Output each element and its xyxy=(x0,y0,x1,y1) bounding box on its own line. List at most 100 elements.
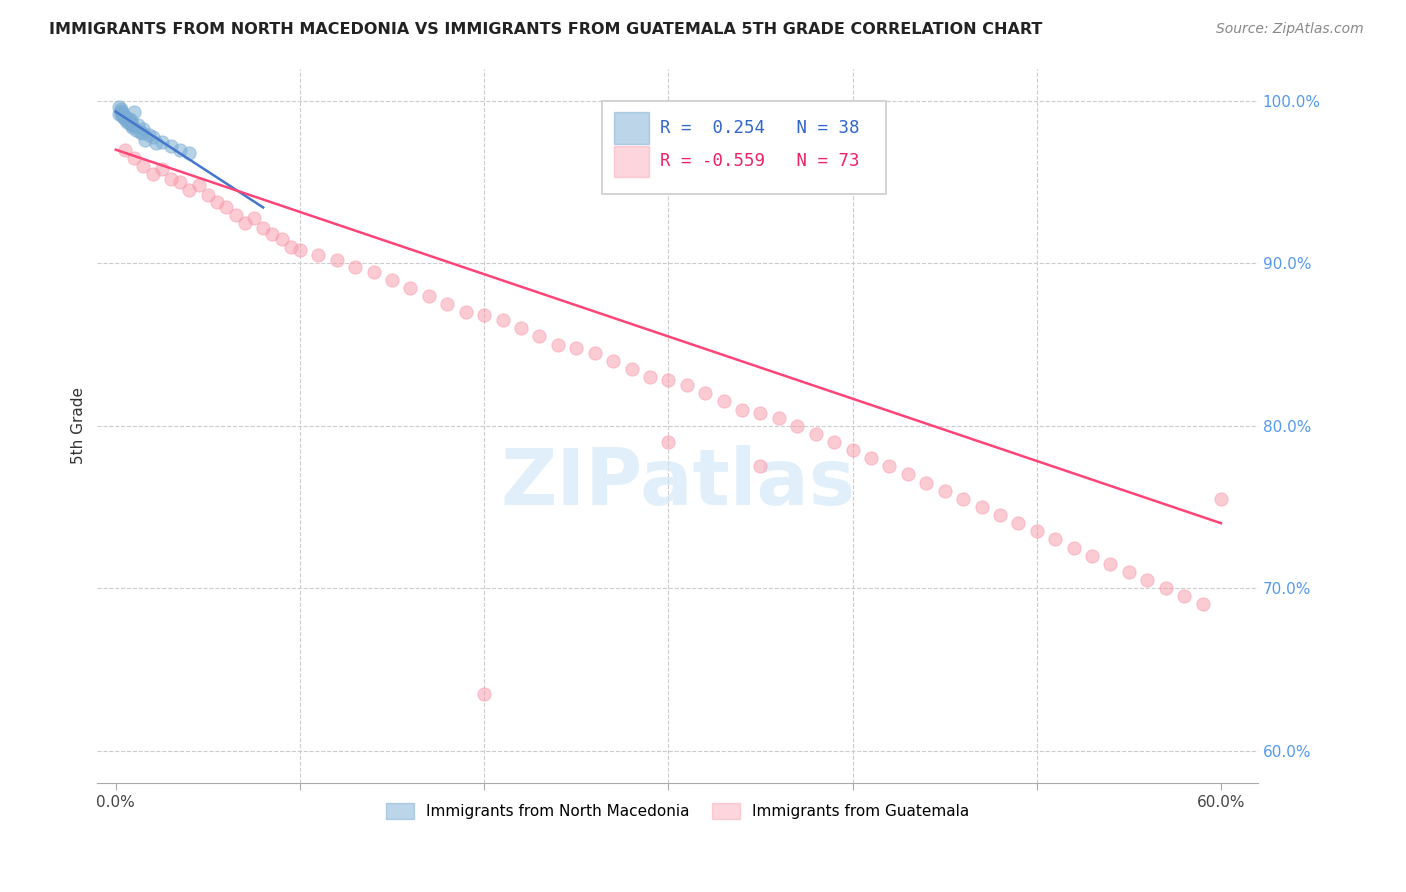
Point xyxy=(112,109,135,123)
Point xyxy=(114,112,136,126)
Point xyxy=(114,143,136,157)
Text: Source: ZipAtlas.com: Source: ZipAtlas.com xyxy=(1216,22,1364,37)
Point xyxy=(118,115,141,129)
Point xyxy=(114,110,136,124)
Point xyxy=(252,220,274,235)
Point xyxy=(897,467,920,482)
Point xyxy=(1191,598,1213,612)
Point xyxy=(262,227,284,242)
Text: ZIPatlas: ZIPatlas xyxy=(501,445,855,521)
Point xyxy=(970,500,993,514)
Point xyxy=(472,687,495,701)
Point xyxy=(1007,516,1029,531)
Point xyxy=(547,337,569,351)
Point xyxy=(125,123,148,137)
Point xyxy=(110,107,132,121)
Point xyxy=(749,406,772,420)
Point xyxy=(418,289,440,303)
Point xyxy=(510,321,533,335)
Text: R =  0.254   N = 38: R = 0.254 N = 38 xyxy=(661,119,859,136)
Point xyxy=(120,117,142,131)
Point xyxy=(160,172,183,186)
Point xyxy=(1173,589,1195,603)
Point xyxy=(1063,541,1085,555)
Point xyxy=(307,248,329,262)
Point xyxy=(657,435,679,450)
Point xyxy=(879,459,901,474)
Point xyxy=(145,136,167,151)
Point xyxy=(1099,557,1122,571)
Point xyxy=(108,101,131,115)
Point xyxy=(115,112,138,126)
Point xyxy=(1118,565,1140,579)
Point xyxy=(638,370,661,384)
Point xyxy=(114,110,136,124)
Point xyxy=(112,107,135,121)
Point xyxy=(115,115,138,129)
Point xyxy=(952,491,974,506)
Point xyxy=(150,162,173,177)
Point xyxy=(179,145,201,160)
Point xyxy=(115,113,138,128)
Point xyxy=(436,297,458,311)
Point xyxy=(108,107,131,121)
Point xyxy=(138,128,160,142)
Point xyxy=(233,216,256,230)
Point xyxy=(749,459,772,474)
Point xyxy=(399,281,422,295)
Point xyxy=(215,200,238,214)
Point xyxy=(131,127,153,141)
Point xyxy=(1154,581,1177,595)
Point xyxy=(110,103,132,118)
FancyBboxPatch shape xyxy=(602,101,886,194)
Point xyxy=(620,362,643,376)
Point xyxy=(786,418,808,433)
FancyBboxPatch shape xyxy=(614,145,648,178)
Point xyxy=(132,159,155,173)
Point xyxy=(1136,573,1159,587)
Point xyxy=(142,167,165,181)
Point xyxy=(224,208,246,222)
Point xyxy=(179,183,201,197)
Point xyxy=(127,119,149,133)
Point xyxy=(657,373,679,387)
Point xyxy=(491,313,513,327)
Point xyxy=(142,129,165,144)
Point xyxy=(280,240,302,254)
Point xyxy=(454,305,477,319)
Point xyxy=(270,232,292,246)
Point xyxy=(472,309,495,323)
Point xyxy=(731,402,754,417)
Point xyxy=(529,329,551,343)
Point xyxy=(344,260,367,274)
Point xyxy=(1209,491,1232,506)
Y-axis label: 5th Grade: 5th Grade xyxy=(72,387,86,464)
Point xyxy=(112,109,135,123)
Point xyxy=(134,133,156,147)
Point xyxy=(120,113,142,128)
Point xyxy=(112,110,135,124)
Point xyxy=(326,253,349,268)
Legend: Immigrants from North Macedonia, Immigrants from Guatemala: Immigrants from North Macedonia, Immigra… xyxy=(380,797,976,825)
Point xyxy=(804,426,827,441)
Point xyxy=(110,102,132,116)
Point xyxy=(132,121,155,136)
Point xyxy=(915,475,938,490)
Point xyxy=(121,119,143,133)
Text: IMMIGRANTS FROM NORTH MACEDONIA VS IMMIGRANTS FROM GUATEMALA 5TH GRADE CORRELATI: IMMIGRANTS FROM NORTH MACEDONIA VS IMMIG… xyxy=(49,22,1043,37)
Point xyxy=(169,143,191,157)
Point xyxy=(675,378,697,392)
Point xyxy=(1045,533,1067,547)
Point xyxy=(197,188,219,202)
Point xyxy=(120,117,142,131)
Point xyxy=(122,105,145,120)
Point xyxy=(1025,524,1047,539)
Point xyxy=(121,120,143,134)
Point xyxy=(768,410,790,425)
Point xyxy=(205,194,228,209)
Point xyxy=(363,264,385,278)
Point xyxy=(841,443,863,458)
Point xyxy=(565,341,588,355)
Point xyxy=(122,151,145,165)
Point xyxy=(713,394,735,409)
